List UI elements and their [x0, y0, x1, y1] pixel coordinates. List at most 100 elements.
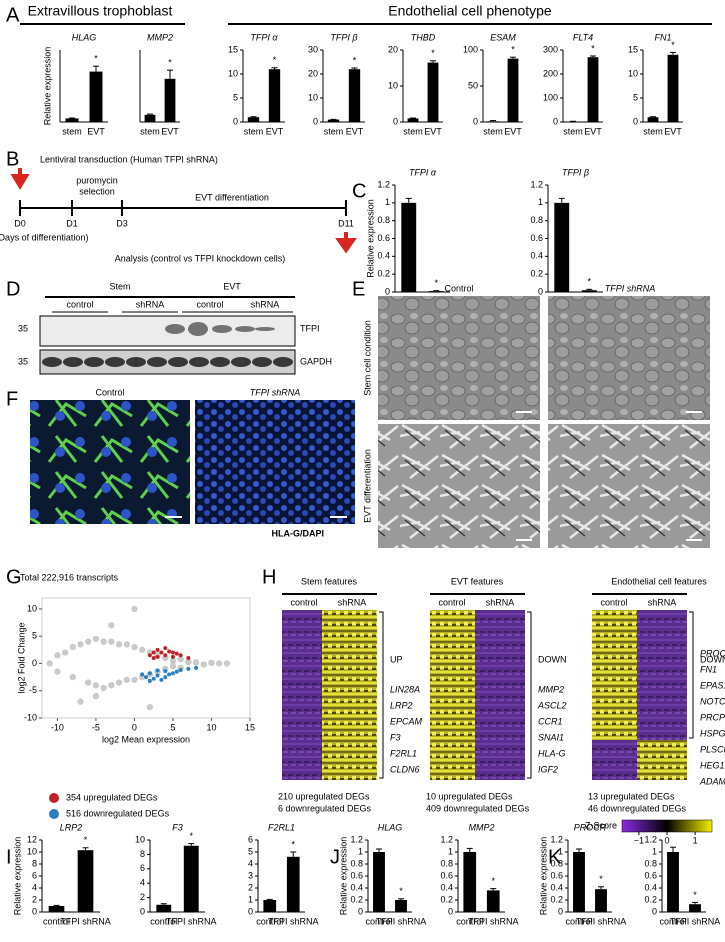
y-tick-label: 0: [473, 116, 478, 126]
significance: *: [168, 58, 172, 68]
stain-label: /DAPI: [300, 528, 324, 538]
x-tick-label: stem: [483, 126, 503, 136]
gene-label: HLA-G: [538, 748, 566, 758]
panel-label: A: [6, 4, 20, 26]
panel-label: J: [330, 846, 340, 868]
band: [105, 357, 125, 367]
bar: [89, 71, 103, 122]
y-tick-label: 300: [543, 44, 558, 54]
deg-count: 10 upregulated DEGs: [426, 791, 513, 801]
gene-label: PRCP: [700, 712, 725, 722]
x-tick-label: EVT: [87, 126, 105, 136]
point: [155, 647, 160, 652]
y-tick-label: 0.2: [550, 894, 563, 904]
point: [170, 650, 175, 655]
point: [46, 660, 53, 667]
y-tick-label: 1.2: [550, 834, 563, 844]
x-tick-label: 0: [132, 722, 137, 732]
x-tick-label: -10: [51, 722, 64, 732]
point: [151, 650, 156, 655]
band: [273, 357, 293, 367]
y-tick-label: 0.6: [644, 870, 657, 880]
y-tick-label: 15: [628, 44, 638, 54]
timeline-step: Analysis (control vs TFPI knockdown cell…: [115, 253, 285, 263]
significance: *: [591, 43, 595, 53]
y-tick-label: 0: [633, 116, 638, 126]
significance: *: [291, 839, 295, 849]
chart-title: ESAM: [490, 32, 516, 42]
band: [63, 357, 83, 367]
y-tick-label: 0.4: [377, 251, 390, 261]
point: [147, 653, 152, 658]
x-axis-label: log2 Mean expression: [102, 734, 190, 744]
y-tick-label: 1: [385, 197, 390, 207]
point: [163, 646, 168, 651]
y-tick-label: 0.8: [377, 215, 390, 225]
y-tick-label: 0.4: [440, 882, 453, 892]
chart-title: F3: [172, 822, 183, 832]
y-tick-label: 0.2: [530, 269, 543, 279]
chart-title: MMP2: [468, 822, 494, 832]
y-tick-label: 1: [358, 846, 363, 856]
timeline-step: puromycin: [76, 175, 118, 185]
bar: [463, 852, 477, 912]
y-tick-label: 2: [32, 894, 37, 904]
point: [131, 643, 138, 651]
x-tick-label: TFPI shRNA: [468, 916, 519, 926]
y-tick-label: 0: [32, 906, 37, 916]
row-label: EVT differentiation: [362, 449, 372, 523]
point: [174, 651, 179, 656]
bar: [407, 118, 419, 122]
heatmap-title: EVT features: [451, 576, 504, 586]
point: [123, 676, 130, 684]
y-tick-label: 0.8: [350, 858, 363, 868]
colorbar-tick-label: 1: [693, 835, 698, 845]
heatmap: [637, 610, 687, 740]
bar: [348, 69, 361, 122]
y-tick-label: 0.4: [550, 882, 563, 892]
plot-area: [41, 597, 251, 719]
x-tick-label: TFPI shRNA: [60, 916, 111, 926]
bar: [667, 852, 679, 912]
y-tick-label: 20: [308, 68, 318, 78]
gene-label: CLDN6: [390, 764, 420, 774]
legend-marker: [49, 809, 59, 819]
gene-label: LIN28A: [390, 684, 420, 694]
y-tick-label: 5: [248, 846, 253, 856]
point: [115, 641, 123, 648]
micrograph: [548, 296, 710, 420]
gene-label: F2RL1: [390, 748, 417, 758]
chart-title: MMP2: [147, 32, 173, 42]
point: [155, 668, 160, 673]
y-tick-label: 5: [32, 631, 37, 641]
chart-title: TFPI α: [409, 167, 437, 177]
y-tick-label: 0.6: [550, 870, 563, 880]
y-tick-label: 100: [543, 92, 558, 102]
column-label: control: [438, 597, 465, 607]
micrograph: [378, 296, 540, 420]
y-tick-label: 4: [140, 878, 145, 888]
column-label: shRNA: [486, 597, 515, 607]
y-tick-label: 4: [248, 858, 253, 868]
arrow: [10, 168, 30, 190]
x-tick-label: control: [565, 916, 592, 926]
y-tick-label: 1.2: [377, 179, 390, 189]
panel-label: B: [6, 148, 19, 170]
panel-label: D: [6, 278, 20, 300]
significance: *: [273, 55, 277, 65]
chart-title: FLT4: [573, 32, 593, 42]
x-tick-label: control: [456, 916, 483, 926]
bar: [144, 114, 156, 122]
group-label: Stem: [109, 281, 130, 291]
band: [235, 326, 255, 332]
bar: [65, 118, 79, 122]
point: [186, 656, 191, 660]
significance: *: [491, 876, 495, 886]
legend-label: 516 downregulated DEGs: [66, 808, 170, 818]
point: [178, 653, 183, 658]
point: [77, 641, 84, 648]
y-tick-label: 10: [135, 834, 145, 844]
significance: *: [599, 874, 603, 884]
y-tick-label: 10: [388, 80, 398, 90]
